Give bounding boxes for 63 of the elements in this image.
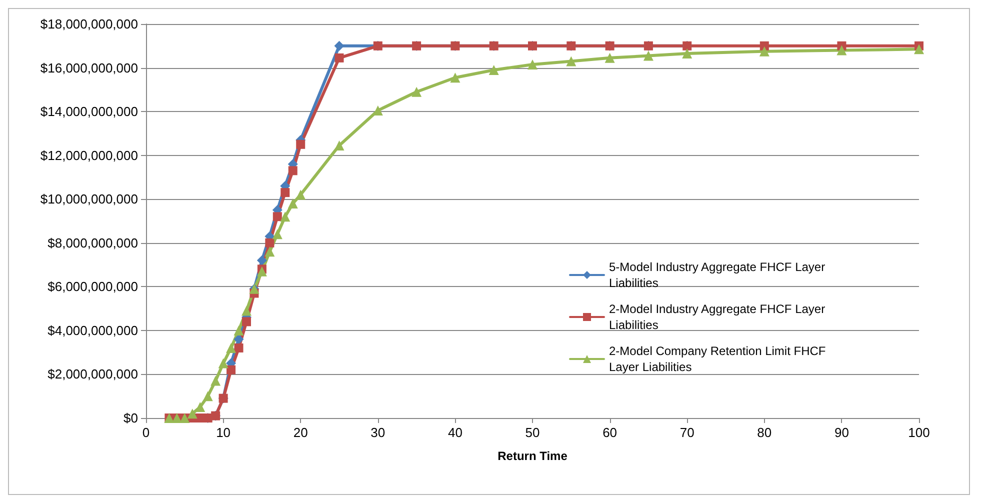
x-tick-label: 100 xyxy=(908,425,930,440)
point xyxy=(334,140,344,150)
point xyxy=(234,325,244,336)
y-tick-label: $8,000,000,000 xyxy=(48,235,138,250)
point xyxy=(210,376,221,386)
point xyxy=(450,72,460,83)
point xyxy=(682,48,692,59)
point xyxy=(234,343,244,352)
point xyxy=(242,317,251,326)
x-tick-label: 40 xyxy=(448,425,462,440)
point xyxy=(759,46,770,56)
point xyxy=(604,52,615,63)
y-tick-label: $2,000,000,000 xyxy=(48,366,138,382)
point xyxy=(265,238,274,248)
point xyxy=(226,365,236,374)
x-tick-label: 80 xyxy=(757,425,772,440)
point xyxy=(272,212,282,222)
point xyxy=(334,53,344,62)
y-tick-label: $4,000,000,000 xyxy=(48,322,138,338)
point xyxy=(566,56,576,66)
x-tick-label: 60 xyxy=(602,425,618,440)
x-tick-label: 30 xyxy=(370,425,386,440)
point xyxy=(334,40,344,51)
y-tick-label: $14,000,000,000 xyxy=(40,104,138,120)
point xyxy=(218,358,228,368)
legend-label: 2-Model Industry Aggregate FHCF Layer Liabilities xyxy=(609,302,828,332)
y-tick-label: $12,000,000,000 xyxy=(40,148,138,163)
point xyxy=(256,266,267,276)
point xyxy=(836,45,847,56)
x-tick-label: 0 xyxy=(142,425,150,440)
point xyxy=(914,44,924,54)
point xyxy=(187,408,198,419)
legend-label: 2-Model Company Retention Limit FHCF Layer Liabilities xyxy=(609,344,830,374)
point xyxy=(643,50,654,61)
point xyxy=(226,342,236,353)
y-tick-label: $16,000,000,000 xyxy=(40,60,138,76)
x-tick-label: 20 xyxy=(293,425,308,440)
point xyxy=(256,255,267,266)
point xyxy=(488,64,499,75)
point xyxy=(241,306,252,316)
point xyxy=(234,334,244,344)
point xyxy=(272,229,282,240)
x-axis-title: Return Time xyxy=(498,449,568,463)
y-tick-label: $18,000,000,000 xyxy=(40,16,138,32)
x-tick-label: 10 xyxy=(216,425,231,440)
point xyxy=(280,188,290,198)
point xyxy=(288,166,298,176)
y-tick-label: $10,000,000,000 xyxy=(40,192,138,207)
point xyxy=(195,402,206,412)
point xyxy=(288,198,298,208)
point xyxy=(202,391,213,402)
point xyxy=(280,212,290,222)
x-tick-label: 50 xyxy=(525,425,540,440)
legend-label: 5-Model Industry Aggregate FHCF Layer Liabilities xyxy=(609,260,828,290)
point xyxy=(528,59,538,70)
x-tick-label: 90 xyxy=(834,425,849,440)
point xyxy=(296,140,306,149)
point xyxy=(264,246,275,257)
y-tick-label: $0 xyxy=(124,410,138,426)
point xyxy=(412,86,422,97)
point xyxy=(296,190,306,200)
y-tick-label: $6,000,000,000 xyxy=(48,279,138,294)
x-tick-label: 70 xyxy=(680,425,694,440)
